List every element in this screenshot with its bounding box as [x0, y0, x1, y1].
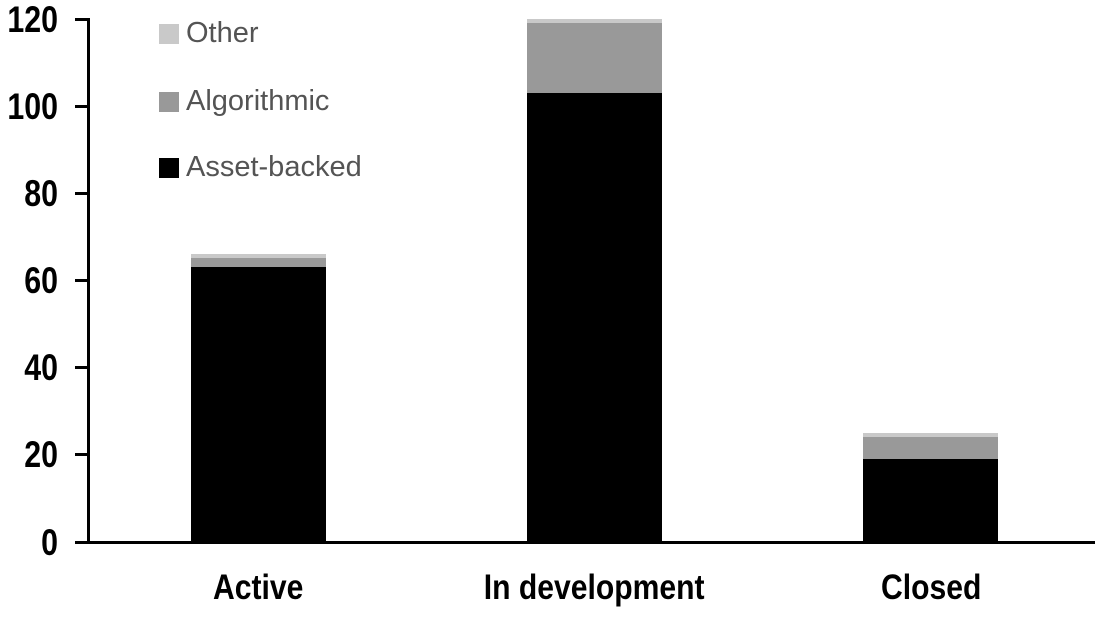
bar-segment-other-in-development	[527, 18, 662, 24]
bar-segment-asset-backed-in-development	[527, 92, 662, 542]
legend-item-label: Asset-backed	[186, 151, 362, 183]
category-label-active: Active	[212, 568, 304, 607]
y-axis-tick-label: 80	[24, 173, 58, 215]
y-axis-tick-label: 100	[7, 86, 58, 127]
bar-segment-asset-backed-active	[190, 267, 326, 542]
bar-segment-other-closed	[863, 432, 999, 437]
legend-swatch-algorithmic	[159, 91, 179, 112]
y-tick-mark-20	[75, 453, 88, 457]
y-tick-mark-0	[75, 540, 88, 544]
bar-segment-algorithmic-closed	[863, 436, 999, 459]
y-tick-mark-80	[75, 192, 88, 196]
bar-segment-asset-backed-closed	[863, 458, 999, 542]
y-tick-mark-120	[75, 17, 88, 21]
legend-item-algorithmic: Algorithmic	[159, 87, 329, 116]
legend-item-asset-backed: Asset-backed	[159, 153, 362, 182]
legend-item-other: Other	[159, 19, 259, 48]
category-label-in-development: In development	[484, 568, 705, 607]
y-axis-tick-label: 120	[7, 0, 58, 40]
x-axis-line	[75, 540, 1095, 544]
y-tick-mark-40	[75, 366, 88, 370]
y-axis-tick-label: 20	[24, 434, 58, 476]
bar-segment-algorithmic-active	[190, 258, 326, 268]
legend-item-label: Algorithmic	[186, 85, 330, 117]
legend-swatch-asset-backed	[159, 157, 179, 178]
bar-segment-other-active	[190, 254, 326, 259]
y-axis-tick-label: 0	[41, 521, 58, 563]
bar-segment-algorithmic-in-development	[527, 23, 662, 93]
legend-item-label: Other	[186, 17, 259, 49]
category-label-closed: Closed	[880, 568, 982, 607]
legend-swatch-other	[159, 23, 179, 44]
y-axis-tick-label: 40	[24, 347, 58, 389]
y-tick-mark-60	[75, 279, 88, 283]
y-axis-tick-label: 60	[24, 260, 58, 302]
y-tick-mark-100	[75, 105, 88, 108]
y-axis-line	[87, 17, 90, 544]
